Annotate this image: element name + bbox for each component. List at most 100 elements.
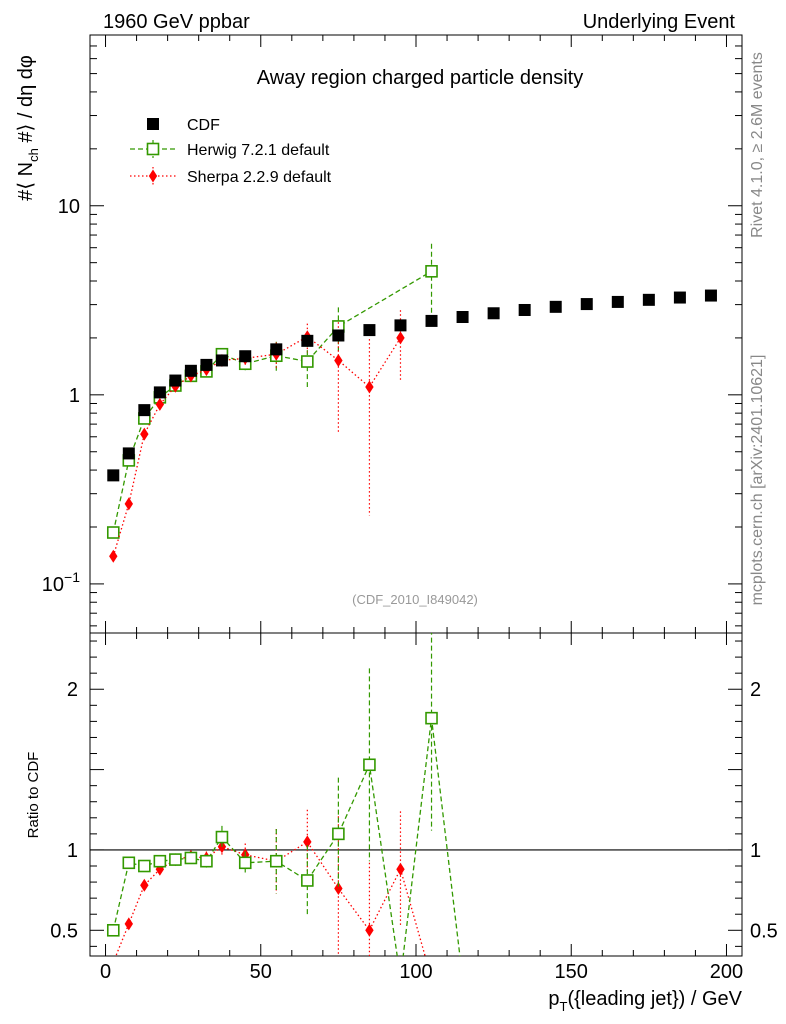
data-point (184, 364, 197, 377)
x-axis-label: pT({leading jet}) / GeV (548, 988, 742, 1014)
data-point (394, 319, 407, 332)
data-point (365, 380, 374, 394)
x-tick-label: 150 (555, 961, 588, 983)
ratio-plot-area (90, 633, 742, 984)
legend-entry-herwig (130, 140, 176, 158)
data-point (425, 711, 438, 725)
series-line-2 (112, 335, 402, 557)
data-point (140, 878, 149, 892)
data-point (155, 397, 165, 411)
data-point (425, 265, 438, 278)
data-point (334, 882, 343, 896)
y-tick-label: 10 (58, 196, 80, 218)
data-point (155, 862, 165, 876)
reference-label: (CDF_2010_I849042) (352, 592, 478, 607)
ratio-y-tick-label-right: 2 (750, 679, 761, 701)
data-point (363, 758, 376, 772)
data-point (122, 447, 135, 460)
ratio-ylabel: Ratio to CDF (25, 752, 42, 839)
data-point (425, 314, 438, 327)
side-label-mcplots: mcplots.cern.ch [arXiv:2401.10621] (749, 355, 766, 606)
data-point (580, 298, 593, 311)
data-point (549, 300, 562, 313)
data-point (124, 497, 134, 511)
legend-entry-sherpa (130, 167, 176, 185)
y-tick-label: 10−1 (42, 569, 80, 596)
data-point (153, 854, 167, 868)
legend-marker (146, 142, 160, 156)
ratio-axis-frame (89, 632, 743, 957)
legend-marker (147, 118, 159, 130)
legend-label-herwig: Herwig 7.2.1 default (187, 142, 330, 159)
main-plot-area (106, 243, 717, 563)
ratio-y-tick-label-right: 1 (750, 840, 761, 862)
legend-marker (148, 169, 158, 183)
data-point (518, 303, 531, 316)
data-point (200, 358, 213, 371)
data-point (138, 859, 151, 873)
data-point (215, 830, 229, 844)
data-point (673, 291, 686, 304)
data-point (457, 973, 468, 984)
data-point (106, 526, 120, 539)
data-point (332, 827, 345, 841)
data-point (200, 854, 213, 868)
x-tick-label: 100 (399, 961, 432, 983)
ratio-y-tick-label: 1 (67, 840, 78, 862)
data-point (487, 307, 500, 320)
data-point (122, 856, 136, 870)
series-line-r0 (112, 718, 461, 956)
x-tick-label: 0 (100, 961, 111, 983)
data-point (124, 917, 134, 931)
data-point (215, 354, 228, 367)
data-point (303, 835, 312, 849)
data-point (704, 289, 717, 302)
data-point (365, 923, 374, 937)
data-point (611, 295, 624, 308)
legend-label-sherpa: Sherpa 2.2.9 default (187, 169, 332, 186)
legend-label-cdf: CDF (187, 117, 220, 134)
data-point (138, 404, 151, 417)
data-point (334, 353, 343, 367)
main-ytick-labels: 10−1 1 10 (42, 196, 80, 596)
header-right: Underlying Event (583, 11, 736, 33)
data-point (169, 374, 182, 387)
data-point (396, 862, 405, 876)
side-label-rivet: Rivet 4.1.0, ≥ 2.6M events (749, 52, 766, 238)
x-tick-label: 50 (250, 961, 272, 983)
data-point (301, 334, 314, 347)
data-point (238, 856, 252, 870)
data-point (107, 469, 120, 482)
data-point (269, 854, 283, 868)
ratio-y-tick-label: 0.5 (50, 920, 78, 942)
data-point (456, 311, 469, 324)
data-point (301, 874, 314, 887)
ratio-axis-ticks (90, 633, 742, 956)
data-point (239, 350, 252, 363)
y-tick-label: 1 (69, 385, 80, 407)
xtick-labels: 0 50 100 150 200 (100, 961, 743, 983)
ratio-y-tick-label-right: 0.5 (750, 920, 778, 942)
main-title: Away region charged particle density (257, 67, 583, 89)
ratio-y-tick-label: 2 (67, 679, 78, 701)
legend: CDF Herwig 7.2.1 default Sherpa 2.2.9 de… (130, 117, 332, 186)
data-point (169, 853, 182, 866)
header-left: 1960 GeV ppbar (103, 11, 250, 33)
data-point (642, 293, 655, 306)
data-point (301, 355, 314, 368)
data-point (270, 343, 283, 356)
data-point (396, 331, 405, 345)
data-point (363, 324, 376, 337)
main-axis-ticks (90, 34, 742, 633)
data-point (106, 923, 120, 937)
data-point (153, 386, 166, 399)
data-point (332, 329, 345, 342)
main-ylabel: #⟨ Nch #⟩ / dη dφ (15, 55, 41, 201)
ratio-ytick-labels: 0.5 0.5 1 1 2 2 (50, 679, 778, 942)
data-point (140, 427, 149, 441)
data-point (113, 955, 114, 956)
data-point (109, 549, 118, 563)
x-tick-label: 200 (710, 961, 743, 983)
data-point (184, 851, 198, 865)
